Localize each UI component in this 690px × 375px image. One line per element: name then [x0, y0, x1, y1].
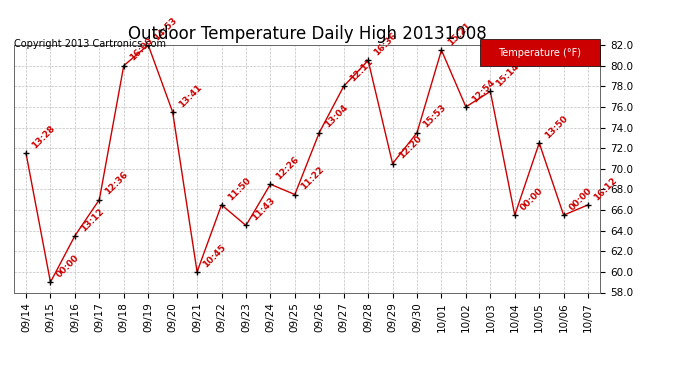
- Text: 13:41: 13:41: [177, 82, 204, 109]
- Text: 12:36: 12:36: [104, 170, 130, 197]
- Text: 15:53: 15:53: [421, 103, 448, 130]
- Text: 00:00: 00:00: [55, 253, 81, 279]
- Text: 12:11: 12:11: [348, 57, 375, 84]
- Title: Outdoor Temperature Daily High 20131008: Outdoor Temperature Daily High 20131008: [128, 26, 486, 44]
- Text: 11:43: 11:43: [250, 196, 277, 223]
- Text: 13:12: 13:12: [79, 206, 106, 233]
- Text: 15:14: 15:14: [495, 62, 521, 88]
- Text: Copyright 2013 Cartronics.com: Copyright 2013 Cartronics.com: [14, 39, 166, 50]
- Text: 11:22: 11:22: [299, 165, 326, 192]
- Text: 13:04: 13:04: [324, 103, 350, 130]
- Text: 00:00: 00:00: [568, 186, 594, 212]
- Text: 00:00: 00:00: [519, 186, 545, 212]
- Text: 13:28: 13:28: [30, 124, 57, 150]
- Text: 14:53: 14:53: [152, 15, 179, 42]
- Text: 16:00: 16:00: [128, 36, 155, 63]
- Text: 13:50: 13:50: [543, 114, 570, 140]
- Text: 12:20: 12:20: [397, 134, 423, 161]
- Text: 11:50: 11:50: [226, 176, 253, 202]
- Text: Temperature (°F): Temperature (°F): [498, 48, 582, 57]
- Text: 15:21: 15:21: [446, 21, 472, 47]
- Text: 12:54: 12:54: [470, 77, 497, 104]
- Text: 10:45: 10:45: [201, 243, 228, 269]
- Text: 12:26: 12:26: [275, 155, 301, 182]
- Text: 16:36: 16:36: [373, 31, 399, 58]
- Text: 16:12: 16:12: [592, 176, 619, 202]
